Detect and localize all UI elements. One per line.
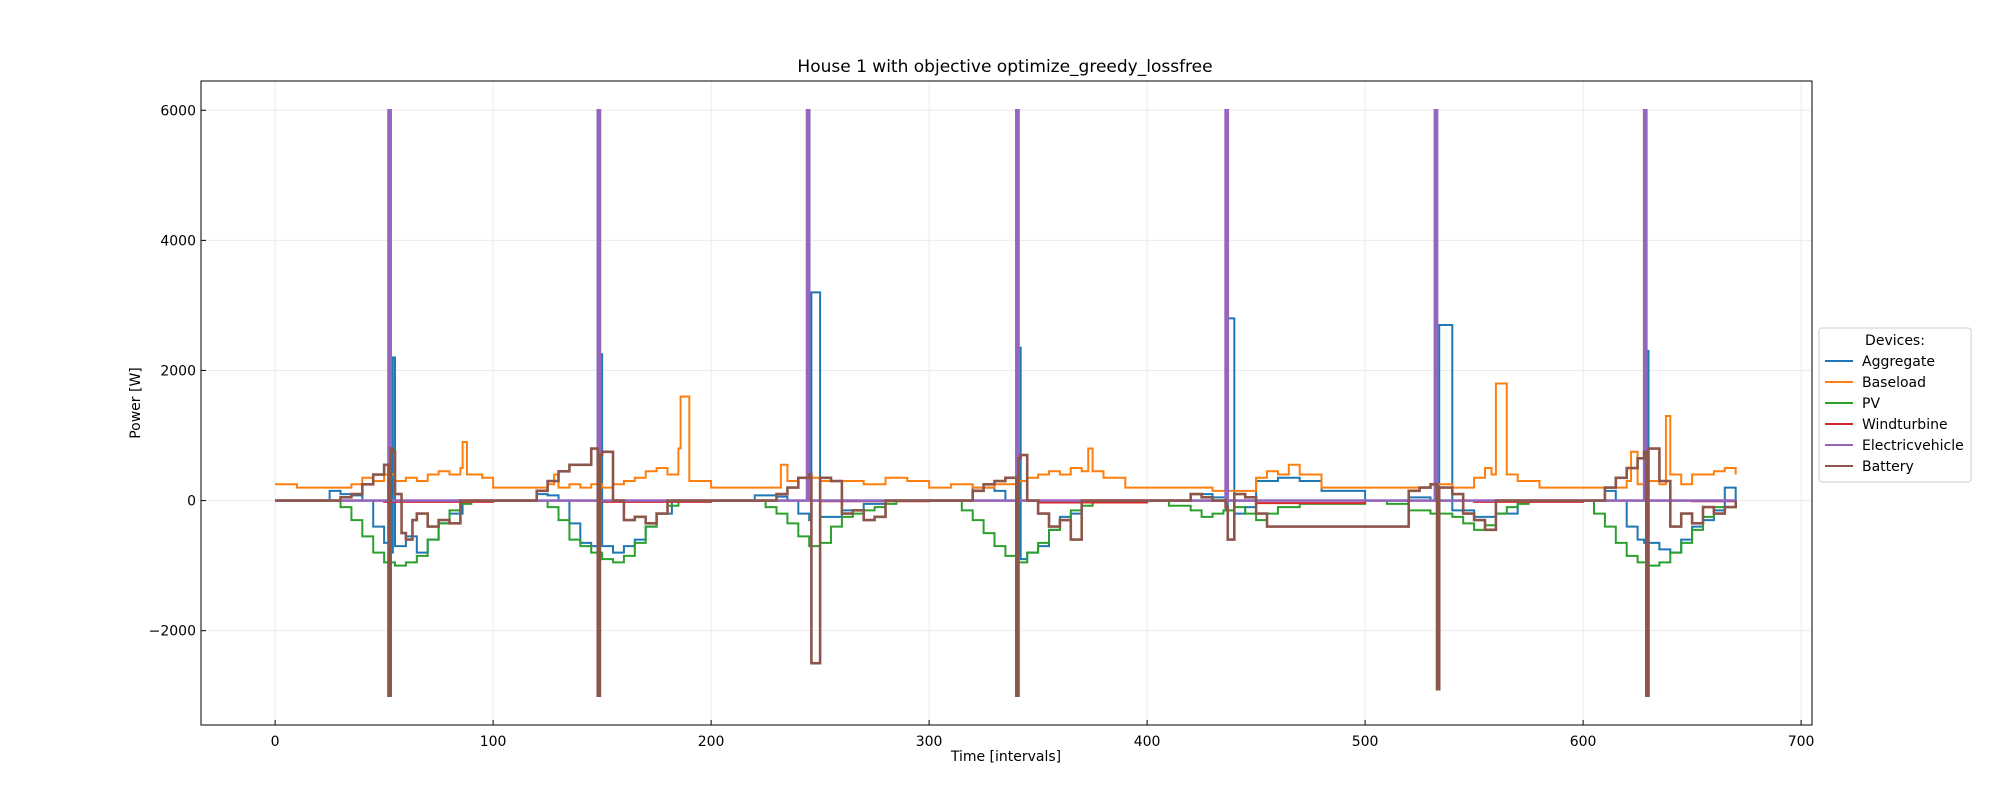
legend-item: Aggregate (1825, 354, 1935, 370)
x-tick-label: 300 (916, 734, 943, 750)
x-tick-label: 600 (1570, 734, 1597, 750)
x-tick-label: 0 (271, 734, 280, 750)
y-tick-label: 4000 (160, 233, 196, 249)
legend-label: Electricvehicle (1862, 438, 1964, 454)
legend-label: Aggregate (1862, 354, 1935, 370)
x-axis-label: Time [intervals] (950, 749, 1061, 765)
plot-frame (200, 80, 1813, 726)
y-tick-label: 6000 (160, 103, 196, 119)
legend-item: PV (1825, 396, 1880, 412)
y-axis: −2000 0 2000 4000 6000 (149, 103, 206, 640)
series-line-pv (275, 499, 1737, 567)
legend-label: Battery (1862, 459, 1914, 475)
legend-label: Windturbine (1862, 417, 1948, 433)
legend-title: Devices: (1865, 333, 1925, 349)
plot-area (275, 108, 1737, 698)
legend-item: Battery (1825, 459, 1914, 475)
legend-label: PV (1862, 396, 1880, 412)
x-tick-label: 400 (1134, 734, 1161, 750)
x-axis: 0 100 200 300 400 500 600 700 (271, 720, 1815, 750)
y-tick-label: 0 (187, 494, 196, 510)
x-tick-label: 100 (480, 734, 507, 750)
x-tick-label: 200 (698, 734, 725, 750)
x-tick-label: 700 (1788, 734, 1815, 750)
chart-title: House 1 with objective optimize_greedy_l… (797, 57, 1212, 77)
series-line-battery (275, 447, 1737, 698)
legend: Devices: Aggregate Baseload PV Windturbine El… (1818, 327, 1972, 483)
y-tick-label: 2000 (160, 363, 196, 379)
y-tick-label: −2000 (149, 624, 196, 640)
legend-box (1818, 327, 1972, 483)
legend-item: Windturbine (1825, 417, 1948, 433)
series-layer (275, 108, 1737, 698)
series-line-baseload (275, 382, 1737, 492)
legend-label: Baseload (1862, 375, 1926, 391)
x-tick-label: 500 (1352, 734, 1379, 750)
legend-item: Baseload (1825, 375, 1926, 391)
legend-item: Electricvehicle (1825, 438, 1964, 454)
y-axis-label: Power [W] (128, 367, 144, 439)
